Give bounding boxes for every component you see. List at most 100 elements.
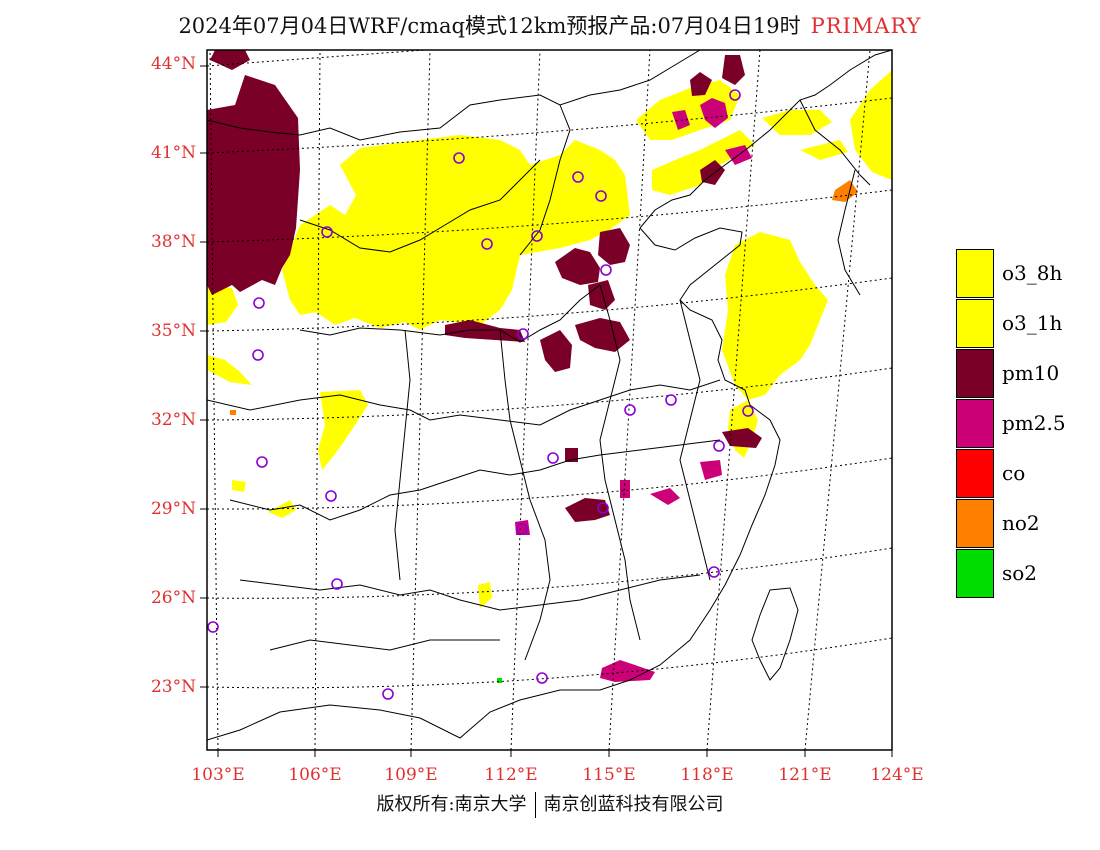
lon-label-106: 106°E [288, 765, 342, 785]
o3-area-bohai [800, 140, 848, 160]
legend-label: pm10 [1002, 361, 1060, 385]
station-marker [517, 328, 529, 340]
border-inner-2 [299, 284, 601, 343]
border-inner-1 [299, 159, 541, 253]
station-marker [453, 152, 465, 164]
footer-left: 版权所有:南京大学 [376, 794, 527, 815]
o3-area-gansu [207, 285, 238, 325]
pm10-area-nw [210, 50, 250, 70]
pm10-area-hubei [565, 448, 578, 462]
legend-swatch [956, 399, 994, 448]
station-marker [253, 297, 265, 309]
legend-label: so2 [1002, 561, 1038, 585]
border-vert-3 [599, 284, 641, 641]
pm10-areas [207, 50, 762, 522]
footer-separator [534, 792, 536, 818]
stations [207, 89, 754, 700]
lat-label-38: 38°N [150, 232, 196, 252]
border-inner-6 [269, 639, 500, 651]
legend-label: pm2.5 [1002, 411, 1066, 435]
o3-area-yellow-sea [722, 232, 828, 400]
pm10-area-nm-e [722, 55, 745, 85]
o3-area-hebei-ne [652, 130, 755, 195]
lon-label-124: 124°E [870, 765, 924, 785]
legend-swatch [956, 299, 994, 348]
lon-label-112: 112°E [484, 765, 538, 785]
station-marker [531, 230, 543, 242]
taiwan [751, 587, 799, 681]
border-inner-4 [229, 439, 721, 521]
pm10-area-henan [540, 330, 572, 372]
lat-label-44: 44°N [150, 54, 196, 74]
lon-label-103: 103°E [191, 765, 245, 785]
lat-label-41: 41°N [150, 143, 196, 163]
station-marker [536, 672, 548, 684]
graticule [207, 50, 892, 750]
meridian-115 [608, 50, 651, 750]
legend-swatch [956, 499, 994, 548]
station-marker [325, 490, 337, 502]
o3-area-sichuan-n [207, 355, 252, 385]
lat-label-29: 29°N [150, 499, 196, 519]
pm25-area-zhejiang [700, 460, 722, 480]
legend-label: o3_8h [1002, 261, 1063, 285]
pm25-area-beijing [700, 98, 728, 128]
coastline [207, 50, 892, 741]
border-vert-4 [679, 299, 711, 581]
border-inner-3 [207, 379, 721, 426]
legend-swatch [956, 249, 994, 298]
border-vert-2 [499, 329, 551, 661]
station-marker [708, 566, 720, 578]
o3-area-hunan [478, 582, 492, 608]
station-marker [600, 264, 612, 276]
pm10-area-shaanxi [445, 320, 525, 342]
legend-swatch [956, 449, 994, 498]
legend-swatch [956, 349, 994, 398]
legend-swatch [956, 549, 994, 598]
map-frame [206, 49, 893, 751]
pm25-area-jiangxi [620, 480, 630, 498]
lon-label-118: 118°E [680, 765, 734, 785]
pm25-areas [515, 98, 752, 682]
meridian-109 [410, 50, 431, 750]
o3-area-chongqing [268, 500, 296, 518]
axis-ticks [200, 65, 893, 757]
so2-area-guangdong [497, 678, 502, 683]
map-title: 2024年07月04日WRF/cmaq模式12km预报产品:07月04日19时 P… [0, 10, 1100, 40]
station-marker [331, 578, 343, 590]
station-marker [713, 440, 725, 452]
copyright-footer: 版权所有:南京大学 南京创蓝科技有限公司 [0, 790, 1100, 818]
title-main: 2024年07月04日WRF/cmaq模式12km预报产品:07月04日19时 [178, 14, 801, 38]
yalu-border [799, 99, 871, 186]
border-north [207, 50, 701, 141]
station-marker [595, 190, 607, 202]
no2-area-sichuan [230, 410, 236, 415]
station-marker [256, 456, 268, 468]
pm10-area-shandong-w [588, 280, 615, 310]
legend-label: co [1002, 461, 1026, 485]
pm10-area-qinghai [207, 75, 300, 295]
station-marker [742, 405, 754, 417]
pm10-area-jiangsu [722, 428, 762, 448]
lat-label-23: 23°N [150, 677, 196, 697]
station-marker [547, 452, 559, 464]
o3-areas [207, 70, 892, 608]
station-marker [321, 226, 333, 238]
meridian-121 [804, 50, 871, 750]
pm25-area-guangdong [600, 660, 655, 682]
o3-area-shaanxi-s [318, 390, 368, 470]
map-content [207, 50, 892, 750]
pm10-area-beijing-n [690, 72, 712, 96]
boundaries [207, 50, 892, 741]
pm25-area-jiangxi-e [650, 488, 680, 505]
legend-label: o3_1h [1002, 311, 1063, 335]
station-marker [624, 404, 636, 416]
pm10-area-jiangxi [565, 498, 610, 522]
station-marker [572, 171, 584, 183]
lon-label-109: 109°E [384, 765, 438, 785]
meridian-103 [209, 50, 219, 750]
title-tag: PRIMARY [810, 14, 922, 38]
meridian-106 [314, 50, 321, 750]
korea-west-coast [837, 169, 861, 296]
